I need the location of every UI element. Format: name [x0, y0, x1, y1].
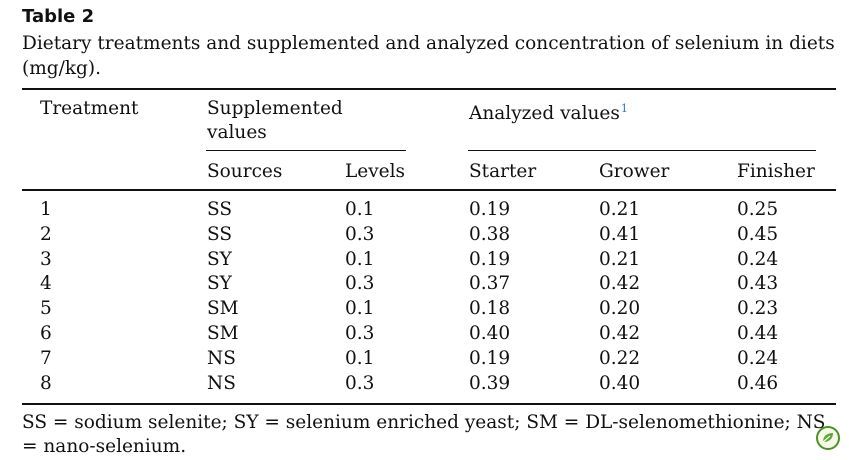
- cell-level: 0.3: [345, 323, 375, 344]
- cell-treatment: 1: [40, 199, 52, 220]
- cell-source: SM: [207, 323, 239, 344]
- cell-starter: 0.37: [469, 273, 511, 295]
- cell-starter: 0.40: [469, 323, 511, 344]
- cell-starter: 0.38: [469, 223, 511, 245]
- header-finisher: Finisher: [737, 161, 815, 182]
- cell-level: 0.1: [345, 298, 375, 320]
- cell-grower: 0.40: [599, 372, 641, 394]
- cell-treatment: 2: [40, 223, 52, 245]
- footnote-mark: 1: [620, 102, 628, 115]
- cell-source: SY: [207, 248, 232, 270]
- header-analyzed-values: Analyzed values1: [469, 97, 628, 125]
- cell-finisher: 0.44: [737, 323, 779, 344]
- cell-source: SS: [207, 223, 233, 245]
- cell-finisher: 0.23: [737, 298, 779, 320]
- table-bottom-rule: [22, 403, 836, 405]
- cell-level: 0.1: [345, 199, 375, 220]
- cell-starter: 0.19: [469, 199, 511, 220]
- table-footnote: SS = sodium selenite; SY = selenium enri…: [22, 412, 826, 457]
- cell-grower: 0.20: [599, 298, 641, 320]
- header-grower: Grower: [599, 161, 670, 182]
- cell-level: 0.3: [345, 223, 375, 245]
- cell-treatment: 7: [40, 347, 52, 369]
- cell-treatment: 4: [40, 273, 52, 295]
- cell-source: NS: [207, 372, 236, 394]
- leaf-glyph: [822, 433, 833, 443]
- cell-treatment: 3: [40, 248, 52, 270]
- supplemented-group-rule: [206, 150, 406, 151]
- cell-treatment: 6: [40, 323, 52, 344]
- cell-grower: 0.22: [599, 347, 641, 369]
- cell-level: 0.1: [345, 347, 375, 369]
- cell-grower: 0.42: [599, 323, 641, 344]
- cell-finisher: 0.24: [737, 248, 779, 270]
- table-caption: Dietary treatments and supplemented and …: [22, 33, 835, 79]
- cell-treatment: 5: [40, 298, 52, 320]
- cell-starter: 0.19: [469, 347, 511, 369]
- cell-level: 0.3: [345, 273, 375, 295]
- header-bottom-rule: [22, 189, 836, 191]
- cell-finisher: 0.46: [737, 372, 779, 394]
- header-starter: Starter: [469, 161, 537, 182]
- cell-treatment: 8: [40, 372, 52, 394]
- table-top-rule: [22, 88, 836, 90]
- cell-source: SM: [207, 298, 239, 320]
- cell-starter: 0.18: [469, 298, 511, 320]
- cell-grower: 0.21: [599, 199, 641, 220]
- cell-level: 0.1: [345, 248, 375, 270]
- cell-finisher: 0.25: [737, 199, 779, 220]
- cell-grower: 0.42: [599, 273, 641, 295]
- cell-level: 0.3: [345, 372, 375, 394]
- table-label: Table 2: [22, 6, 95, 27]
- cell-grower: 0.41: [599, 223, 641, 245]
- cell-finisher: 0.24: [737, 347, 779, 369]
- cell-starter: 0.39: [469, 372, 511, 394]
- cell-source: NS: [207, 347, 236, 369]
- analyzed-group-rule: [468, 150, 816, 151]
- header-supplemented-values: Supplemented values: [207, 98, 343, 143]
- cell-source: SY: [207, 273, 232, 295]
- header-treatment: Treatment: [40, 98, 139, 119]
- header-sources: Sources: [207, 161, 283, 182]
- cell-source: SS: [207, 199, 233, 220]
- header-analyzed-values-text: Analyzed values: [469, 103, 620, 125]
- cell-finisher: 0.45: [737, 223, 779, 245]
- leaf-badge-icon: [816, 426, 840, 450]
- cell-starter: 0.19: [469, 248, 511, 270]
- cell-grower: 0.21: [599, 248, 641, 270]
- header-levels: Levels: [345, 161, 406, 182]
- cell-finisher: 0.43: [737, 273, 779, 295]
